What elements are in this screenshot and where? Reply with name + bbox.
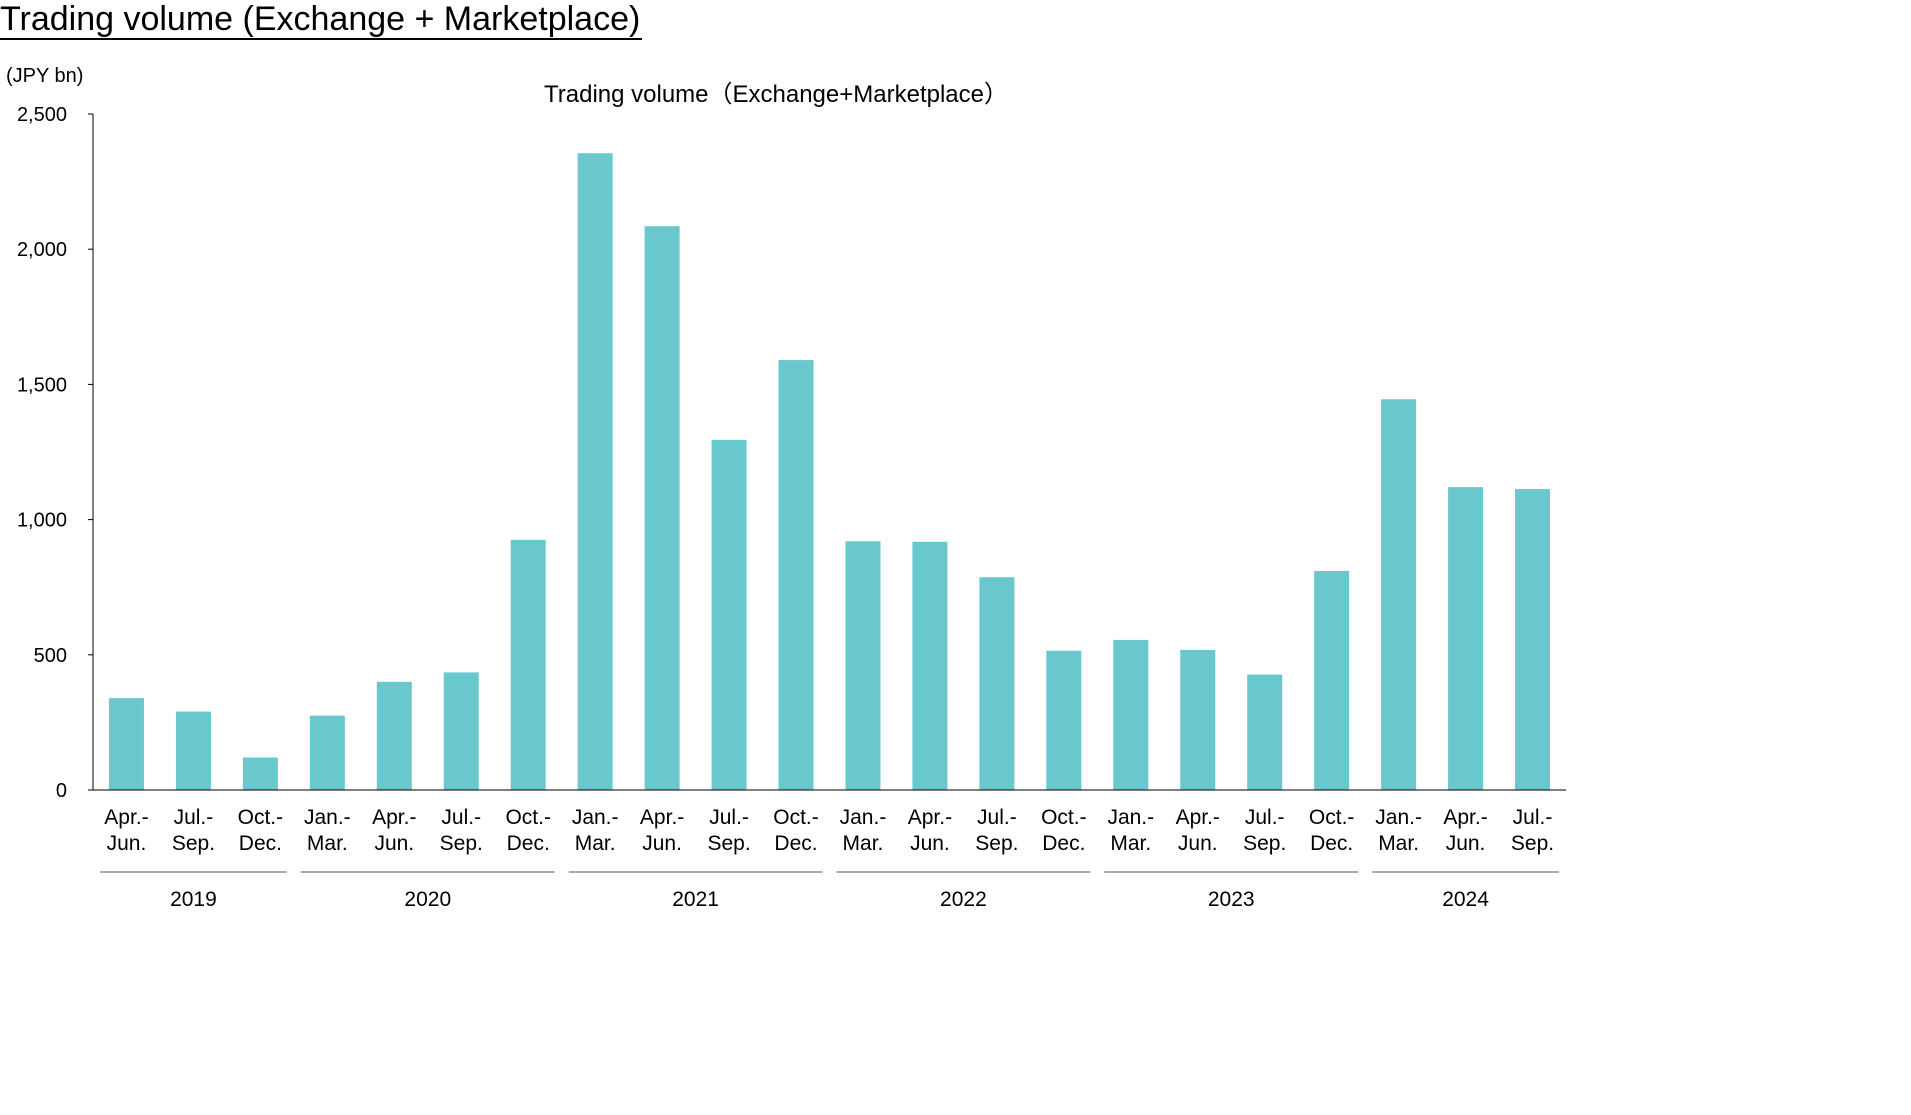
x-tick-label-line2: Jun. (107, 832, 147, 855)
x-tick-label-line2: Jun. (642, 832, 682, 855)
bar (845, 541, 881, 790)
y-unit-label: (JPY bn) (6, 65, 83, 87)
bar (510, 539, 546, 790)
x-tick-label-line2: Sep. (975, 832, 1018, 855)
x-tick-label-line2: Mar. (307, 832, 348, 855)
x-tick-label-line2: Dec. (774, 832, 817, 855)
x-tick-label-line1: Jan.- (1375, 806, 1422, 829)
bar (1515, 489, 1551, 790)
x-tick-label-line1: Apr.- (372, 806, 416, 829)
x-tick-label-line1: Jul.- (1245, 806, 1285, 829)
x-tick-label-line2: Sep. (707, 832, 750, 855)
x-tick-label-line1: Oct.- (773, 806, 819, 829)
x-tick-label-line2: Jun. (374, 832, 414, 855)
year-group-label: 2021 (672, 888, 719, 910)
x-axis: Apr.- Jun. Jul.- Sep. Oct.- Dec. Jan.- Mar. Apr.… (93, 789, 1566, 855)
x-tick-label-line2: Dec. (507, 832, 550, 855)
x-tick-label-line1: Oct.- (238, 806, 284, 829)
bar (1113, 639, 1149, 790)
x-tick-label-line1: Jan.- (840, 806, 887, 829)
x-tick-label-line1: Jan.- (304, 806, 351, 829)
x-tick-label-line1: Apr.- (1443, 806, 1487, 829)
bar (1448, 487, 1484, 790)
x-tick-label-line1: Jan.- (572, 806, 619, 829)
chart-title: Trading volume（Exchange+Marketplace） (544, 81, 1008, 108)
bar (1381, 399, 1417, 790)
year-group-label: 2019 (170, 888, 217, 910)
x-tick-label-line2: Dec. (1042, 832, 1085, 855)
x-tick-label-line1: Oct.- (505, 806, 551, 829)
x-tick-label-line2: Mar. (575, 832, 616, 855)
x-tick-label-line2: Mar. (843, 832, 884, 855)
y-tick-label: 1,500 (17, 374, 67, 396)
bar (1046, 650, 1082, 790)
x-tick-label-line1: Jul.- (441, 806, 481, 829)
x-tick-label-line2: Mar. (1110, 832, 1151, 855)
trading-volume-chart: (JPY bn) Trading volume（Exchange+Marketp… (6, 65, 1566, 910)
bar (1314, 570, 1350, 790)
bar (108, 698, 144, 790)
year-groups: 2019 2020 2021 2022 2023 2024 (100, 871, 1559, 910)
y-tick-label: 2,500 (17, 104, 67, 126)
x-tick-label-line1: Jul.- (709, 806, 749, 829)
bar (979, 577, 1015, 790)
x-tick-label-line2: Sep. (172, 832, 215, 855)
x-tick-label-line2: Dec. (239, 832, 282, 855)
x-tick-label-line1: Jul.- (174, 806, 214, 829)
bar (376, 681, 412, 790)
x-tick-label-line1: Jul.- (1513, 806, 1553, 829)
page-title: Trading volume (Exchange + Marketplace) (0, 0, 643, 40)
x-tick-label-line1: Jul.- (977, 806, 1017, 829)
x-tick-label-line2: Dec. (1310, 832, 1353, 855)
x-tick-label-line2: Sep. (1511, 832, 1554, 855)
x-tick-label-line2: Mar. (1378, 832, 1419, 855)
bar (1247, 674, 1283, 790)
bar (443, 672, 479, 790)
year-group-label: 2020 (404, 888, 451, 910)
x-tick-label-line2: Sep. (440, 832, 483, 855)
x-tick-label-line2: Jun. (1446, 832, 1486, 855)
x-tick-label-line2: Jun. (910, 832, 950, 855)
bar (912, 541, 948, 790)
bar (711, 439, 747, 790)
y-tick-label: 500 (34, 645, 67, 667)
x-tick-label-line2: Jun. (1178, 832, 1218, 855)
x-tick-label-line1: Apr.- (640, 806, 684, 829)
year-group-label: 2023 (1208, 888, 1255, 910)
bar (577, 153, 613, 790)
bar (175, 711, 211, 790)
x-tick-label-line1: Oct.- (1309, 806, 1355, 829)
y-tick-label: 1,000 (17, 510, 67, 532)
x-tick-label-line1: Apr.- (104, 806, 148, 829)
y-axis: 0 500 1,000 1,500 2,000 2,500 (17, 104, 94, 802)
y-tick-label: 2,000 (17, 239, 67, 261)
x-tick-label-line1: Apr.- (908, 806, 952, 829)
x-tick-label-line2: Sep. (1243, 832, 1286, 855)
x-tick-label-line1: Oct.- (1041, 806, 1087, 829)
year-group-label: 2024 (1442, 888, 1489, 910)
bar (242, 757, 278, 790)
bar (644, 226, 680, 790)
x-tick-label-line1: Jan.- (1107, 806, 1154, 829)
bar (309, 715, 345, 790)
bar-series (108, 153, 1551, 790)
bar (778, 360, 814, 790)
bar (1180, 649, 1216, 790)
year-group-label: 2022 (940, 888, 987, 910)
y-tick-label: 0 (56, 780, 67, 802)
x-tick-label-line1: Apr.- (1176, 806, 1220, 829)
